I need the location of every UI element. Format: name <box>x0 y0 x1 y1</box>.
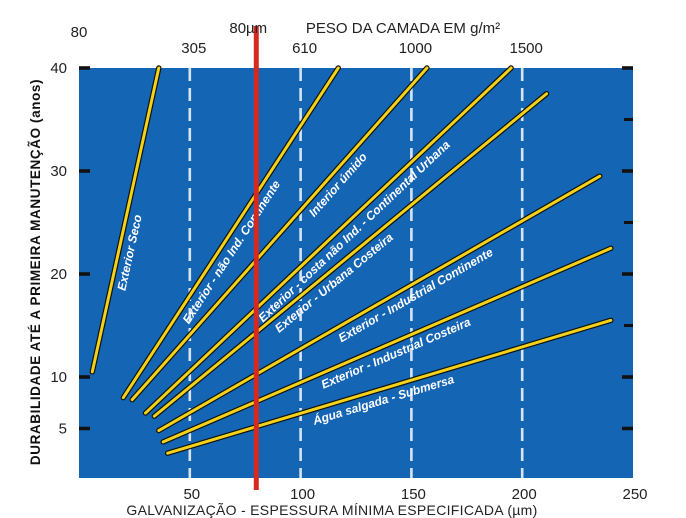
y-tick-right-5 <box>622 426 633 431</box>
series-line-6 <box>161 246 613 444</box>
y-tick-label-40: 40 <box>50 60 67 77</box>
x-tick-label-200: 200 <box>512 486 537 503</box>
top-tick-label-50: 305 <box>181 40 206 57</box>
y-minor-tick-right-25 <box>624 221 633 224</box>
series-line-3 <box>143 66 513 415</box>
series-line-4 <box>152 92 549 418</box>
axis-text: 5 10 20 30 40 50 100 150 200 250 305 610 1000 1500 80 8… <box>28 20 648 518</box>
axis-ticks <box>79 66 633 431</box>
top-tick-label-100: 610 <box>292 40 317 57</box>
series-lines <box>89 65 614 456</box>
x-axis-title: GALVANIZAÇÃO - ESPESSURA MÍNIMA ESPECIFI… <box>126 502 537 518</box>
y-tick-right-20 <box>622 272 633 276</box>
y-tick-label-20: 20 <box>50 266 67 283</box>
y-tick-right-40 <box>622 66 633 70</box>
x-tick-label-150: 150 <box>401 486 426 503</box>
y-tick-label-10: 10 <box>50 369 67 386</box>
y-tick-left-40 <box>79 66 90 70</box>
x-tick-label-100: 100 <box>290 486 315 503</box>
y-tick-left-10 <box>79 375 90 379</box>
top-tick-label-150: 1000 <box>399 40 432 57</box>
series-line-2 <box>130 66 429 402</box>
y-minor-tick-right-15 <box>624 324 633 327</box>
y-minor-tick-right-35 <box>624 118 633 121</box>
top-corner-label: 80 <box>71 24 88 41</box>
y-tick-label-5: 5 <box>59 421 67 438</box>
y-axis-title: DURABILIDADE ATÉ A PRIMEIRA MANUTENÇÃO (… <box>28 79 43 465</box>
y-tick-right-10 <box>622 375 633 379</box>
y-tick-left-20 <box>79 272 90 276</box>
y-tick-left-30 <box>79 169 90 173</box>
series-line-1 <box>121 66 340 400</box>
y-tick-right-30 <box>622 169 633 173</box>
series-line-7 <box>166 318 613 455</box>
plot-background <box>79 68 633 478</box>
marker-80um <box>253 26 259 490</box>
series-line-5 <box>157 174 602 433</box>
y-tick-label-30: 30 <box>50 163 67 180</box>
marker-line <box>253 26 259 490</box>
x-tick-label-50: 50 <box>183 486 200 503</box>
top-axis-title: PESO DA CAMADA EM g/m² <box>306 20 500 37</box>
series-line-0 <box>90 66 161 374</box>
top-tick-label-200: 1500 <box>510 40 543 57</box>
y-tick-left-5 <box>79 426 90 431</box>
x-tick-label-250: 250 <box>622 486 647 503</box>
marker-label: 80µm <box>229 20 267 37</box>
